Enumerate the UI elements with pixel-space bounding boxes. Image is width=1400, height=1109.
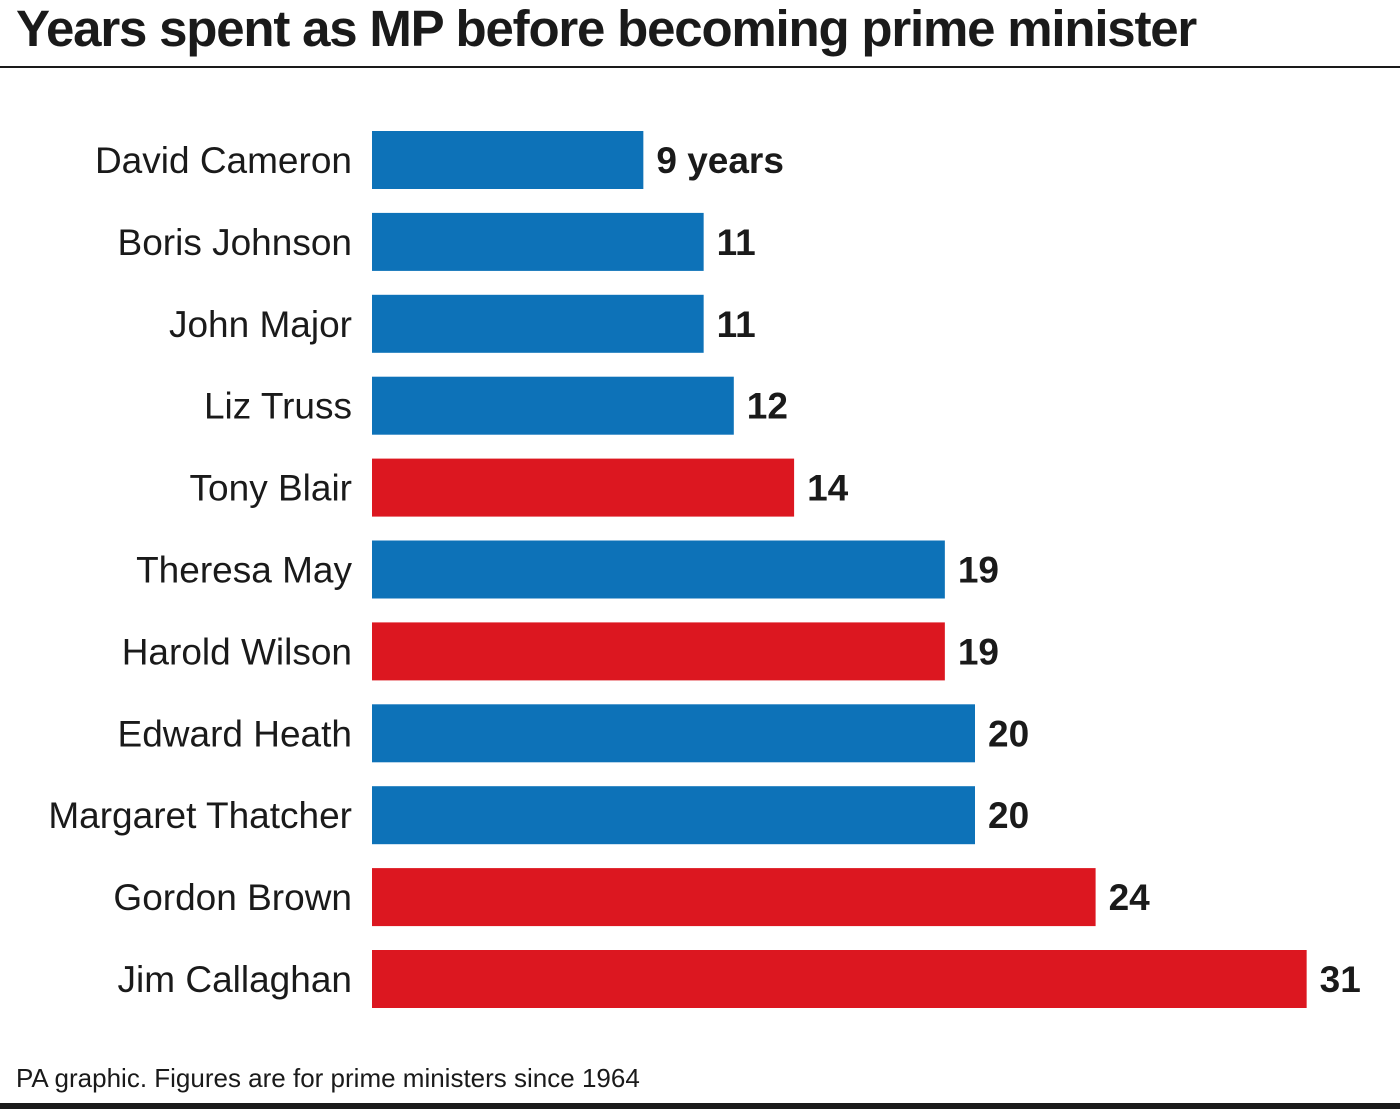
- title-divider: [0, 66, 1400, 68]
- bar: [372, 868, 1096, 927]
- category-label: Gordon Brown: [113, 877, 352, 918]
- value-label: 20: [988, 713, 1029, 754]
- source-note: PA graphic. Figures are for prime minist…: [16, 1063, 640, 1093]
- category-label: Theresa May: [136, 550, 352, 591]
- category-label: Liz Truss: [204, 386, 352, 427]
- bar: [372, 950, 1307, 1008]
- category-label: Boris Johnson: [118, 222, 352, 263]
- category-label: Jim Callaghan: [118, 959, 352, 1000]
- bar-chart: David Cameron 9 years Boris Johnson 11 John …: [48, 131, 1361, 1008]
- category-label: John Major: [169, 304, 352, 345]
- category-label: David Cameron: [95, 140, 352, 181]
- value-label: 19: [958, 631, 999, 672]
- bar: [372, 622, 945, 681]
- chart-title: Years spent as MP before becoming prime …: [16, 0, 1197, 57]
- bar: [372, 212, 704, 271]
- bar: [372, 458, 795, 517]
- bar: [372, 376, 734, 435]
- value-label: 11: [717, 304, 756, 345]
- category-label: Edward Heath: [118, 713, 352, 754]
- bar: [372, 294, 704, 353]
- footer-divider: [0, 1103, 1400, 1109]
- bar: [372, 131, 644, 189]
- value-label: 24: [1109, 877, 1151, 918]
- category-label: Margaret Thatcher: [48, 795, 352, 836]
- value-label: 14: [807, 468, 849, 509]
- category-label: Tony Blair: [190, 468, 352, 509]
- bar: [372, 540, 945, 599]
- value-label: 20: [988, 795, 1029, 836]
- value-label: 9 years: [656, 140, 784, 181]
- value-label: 31: [1320, 959, 1361, 1000]
- category-label: Harold Wilson: [122, 631, 352, 672]
- value-label: 11: [717, 222, 756, 263]
- value-label: 19: [958, 550, 999, 591]
- bar: [372, 786, 975, 845]
- value-label: 12: [747, 386, 788, 427]
- bar: [372, 704, 975, 763]
